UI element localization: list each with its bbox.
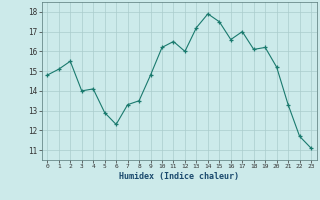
X-axis label: Humidex (Indice chaleur): Humidex (Indice chaleur) xyxy=(119,172,239,181)
